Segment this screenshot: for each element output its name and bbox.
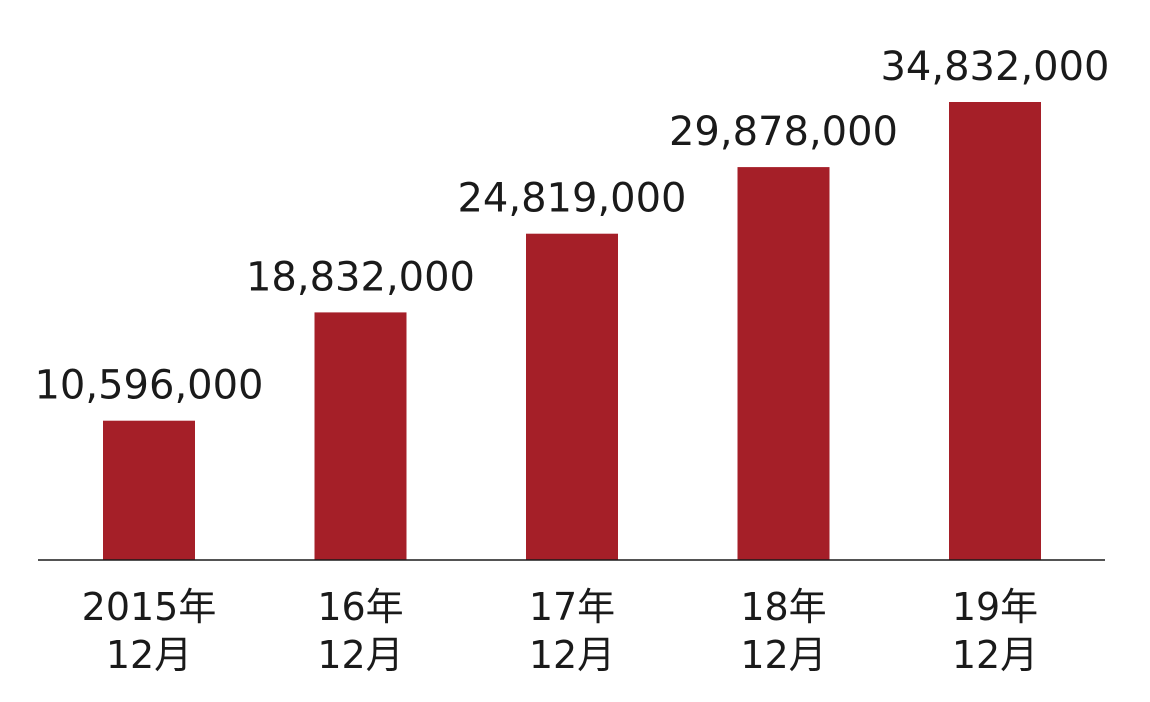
value-label-2: 24,819,000: [457, 176, 686, 222]
x-tick-label-2-line-0: 17年: [529, 585, 615, 629]
x-tick-label-3-line-0: 18年: [740, 585, 826, 629]
x-tick-label-3-line-1: 12月: [740, 633, 826, 677]
bar-3: [737, 167, 830, 560]
x-tick-label-4-line-0: 19年: [952, 585, 1038, 629]
x-tick-label-0-line-0: 2015年: [82, 585, 217, 629]
bar-0: [103, 420, 195, 560]
x-tick-label-1-line-0: 16年: [317, 585, 403, 629]
x-tick-label-4-line-1: 12月: [952, 633, 1038, 677]
bar-2: [526, 233, 618, 560]
x-tick-label-0-line-1: 12月: [106, 633, 192, 677]
bar-4: [949, 102, 1041, 560]
x-tick-label-1-line-1: 12月: [317, 633, 403, 677]
bars-layer: [103, 102, 1041, 560]
value-label-0: 10,596,000: [34, 363, 263, 409]
bar-1: [314, 312, 407, 560]
value-label-3: 29,878,000: [669, 109, 898, 155]
value-labels-layer: 10,596,000 18,832,000 24,819,000 29,878,000…: [34, 44, 1109, 409]
value-label-1: 18,832,000: [246, 254, 475, 300]
x-tick-label-2-line-1: 12月: [529, 633, 615, 677]
value-label-4: 34,832,000: [880, 44, 1109, 90]
